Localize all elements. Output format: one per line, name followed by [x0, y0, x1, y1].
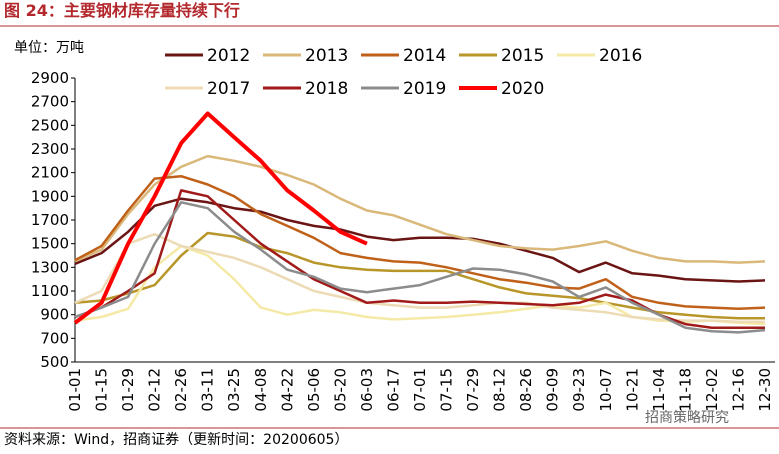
x-tick-label: 05-06 [305, 368, 323, 412]
y-tick-label: 1500 [31, 235, 69, 253]
legend-label: 2015 [501, 46, 544, 66]
x-tick-label: 07-01 [411, 368, 429, 412]
watermark: 招商策略研究 [645, 409, 729, 426]
x-tick-label: 03-25 [225, 368, 243, 412]
legend-label: 2018 [305, 79, 348, 99]
y-tick-label: 2500 [31, 116, 69, 134]
legend-label: 2017 [207, 79, 250, 99]
y-tick-label: 1100 [31, 282, 69, 300]
series-line [74, 201, 766, 334]
y-tick-label: 700 [40, 329, 69, 347]
y-tick-label: 2700 [31, 93, 69, 111]
source: 资料来源：Wind，招商证券（更新时间：20200605） [4, 432, 348, 448]
x-tick-label: 06-03 [358, 368, 376, 412]
x-tick-label: 10-07 [597, 368, 615, 412]
series-line [74, 154, 766, 264]
x-tick-label: 05-20 [331, 368, 349, 412]
x-tick-label: 08-26 [517, 368, 535, 412]
x-tick-label: 07-15 [438, 368, 456, 412]
x-tick-label: 04-22 [278, 368, 296, 412]
x-tick-label: 09-23 [570, 368, 588, 412]
x-tick-label: 11-04 [650, 368, 668, 412]
x-tick-label: 09-09 [544, 368, 562, 412]
series-line [74, 197, 766, 283]
x-tick-label: 12-30 [756, 368, 774, 412]
y-tick-label: 2100 [31, 164, 69, 182]
series-line [74, 174, 766, 311]
title: 图 24：主要钢材库存量持续下行 [4, 1, 240, 20]
y-tick-label: 900 [40, 306, 69, 324]
y-tick-label: 2900 [31, 69, 69, 87]
x-tick-label: 07-29 [464, 368, 482, 412]
x-tick-label: 12-16 [729, 368, 747, 412]
x-tick-label: 04-08 [252, 368, 270, 412]
x-tick-label: 06-17 [384, 368, 402, 412]
y-tick-label: 1900 [31, 187, 69, 205]
x-tick-label: 01-29 [119, 368, 137, 412]
x-tick-label: 02-12 [146, 368, 164, 412]
y-tick-label: 2300 [31, 140, 69, 158]
y-tick-label: 1700 [31, 211, 69, 229]
legend-label: 2019 [403, 79, 446, 99]
x-tick-label: 03-11 [199, 368, 217, 412]
unit-label: 单位：万吨 [14, 40, 84, 56]
legend-label: 2012 [207, 46, 250, 66]
series-line [74, 232, 765, 324]
legend-label: 2013 [305, 46, 348, 66]
x-tick-label: 02-26 [172, 368, 190, 412]
x-tick-label: 08-12 [491, 368, 509, 412]
legend-label: 2020 [501, 79, 544, 99]
x-tick-label: 12-02 [703, 368, 721, 412]
x-tick-label: 01-15 [93, 368, 111, 412]
y-tick-label: 1300 [31, 258, 69, 276]
legend-label: 2016 [599, 46, 642, 66]
x-tick-label: 01-01 [66, 368, 84, 412]
y-tick-label: 500 [40, 353, 69, 371]
x-tick-label: 10-21 [623, 368, 641, 412]
legend-label: 2014 [403, 46, 446, 66]
series-line [73, 111, 368, 325]
x-tick-label: 11-18 [676, 368, 694, 412]
